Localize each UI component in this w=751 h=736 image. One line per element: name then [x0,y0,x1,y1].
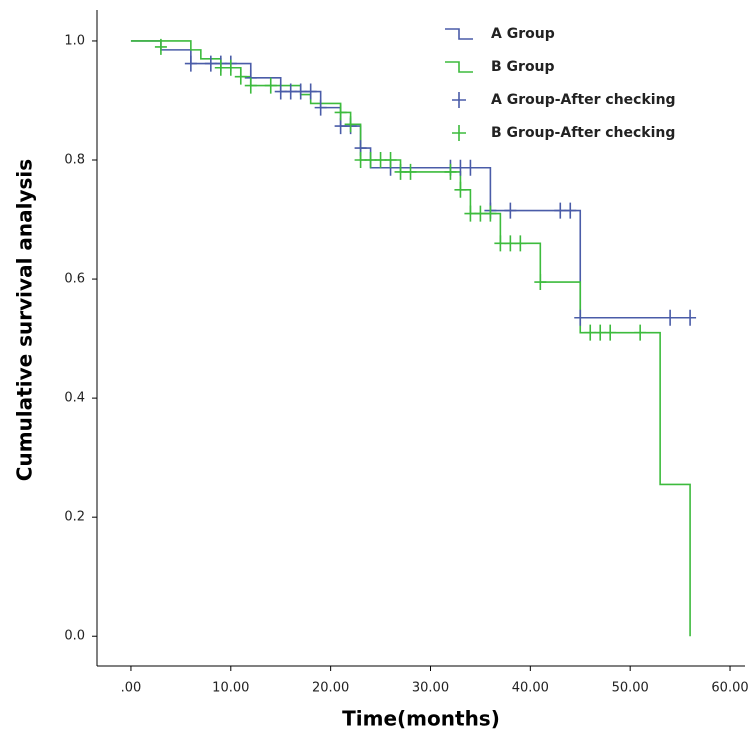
censor-mark [534,274,547,291]
censor-mark [484,205,497,222]
x-tick-label: 50.00 [612,681,649,696]
x-tick-label: .00 [121,681,142,696]
x-tick-label: 30.00 [412,681,449,696]
y-tick-label: 0.4 [64,391,85,406]
censor-mark [384,152,397,169]
censor-mark [154,38,167,55]
legend-icon [452,92,466,108]
x-axis-title: Time(months) [342,707,500,731]
y-tick-label: 0.8 [64,153,85,168]
censor-mark [454,181,467,198]
censor-mark [334,104,347,121]
censor-mark [464,159,477,176]
censor-mark [684,309,697,326]
x-tick-label: 60.00 [711,681,748,696]
censor-mark [224,59,237,76]
y-tick-label: 0.0 [64,629,85,644]
censor-mark [344,116,357,133]
censor-mark [514,235,527,252]
censor-mark [564,202,577,219]
censor-mark [304,83,317,100]
legend-icon [445,61,473,73]
y-tick-label: 0.6 [64,272,85,287]
x-tick-label: 10.00 [212,681,249,696]
censor-mark [574,309,587,326]
x-tick-label: 40.00 [512,681,549,696]
censor-mark [234,68,247,85]
censor-mark [244,77,257,94]
y-axis-title: Cumulative survival analysis [13,159,37,481]
censor-mark [504,202,517,219]
y-tick-label: 0.2 [64,510,85,525]
censor-mark [314,99,327,116]
legend-label: B Group [491,59,555,75]
legend-icon [445,28,473,40]
censor-mark [634,324,647,341]
legend-label: B Group-After checking [491,125,675,141]
censor-mark [264,77,277,94]
y-tick-label: 1.0 [64,33,85,48]
censor-mark [664,309,677,326]
legend-label: A Group [491,26,555,42]
legend-icon [452,125,466,141]
censor-mark [404,163,417,180]
censor-mark [444,163,457,180]
censor-mark [184,55,197,72]
legend-label: A Group-After checking [491,92,676,108]
censor-mark [604,324,617,341]
x-tick-label: 20.00 [312,681,349,696]
